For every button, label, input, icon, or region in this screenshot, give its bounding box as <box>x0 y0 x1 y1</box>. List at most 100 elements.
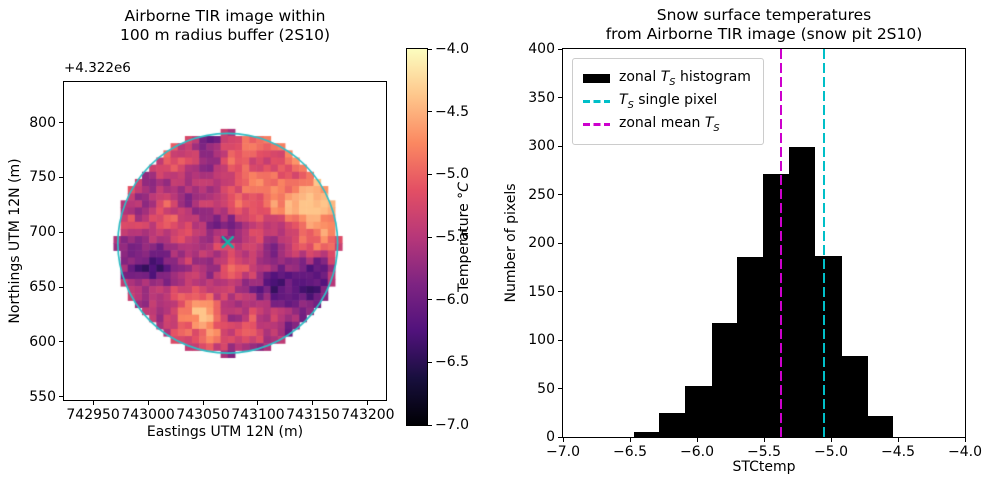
x-tick-label: 743200 <box>341 407 395 423</box>
y-tick-label: 700 <box>29 224 56 241</box>
x-tick <box>830 438 832 442</box>
colorbar-tick <box>428 173 432 175</box>
x-tick <box>312 401 314 405</box>
colorbar-tick-label: −7.0 <box>435 417 469 433</box>
y-tick-label: 50 <box>537 380 555 397</box>
y-tick <box>558 194 562 195</box>
y-tick <box>558 242 562 244</box>
tir-x-axis-label: Eastings UTM 12N (m) <box>146 424 304 440</box>
x-tick-label: 743150 <box>286 407 340 423</box>
histogram-bar <box>789 146 816 437</box>
y-tick-label: 100 <box>528 332 555 348</box>
y-tick <box>558 48 562 50</box>
histogram-bar <box>762 174 790 437</box>
histogram-bar <box>841 355 868 437</box>
colorbar-tick-label: −4.5 <box>435 103 469 120</box>
x-tick <box>92 401 94 405</box>
legend-item-label: TS single pixel <box>619 92 718 111</box>
legend-item: zonal mean TS <box>583 113 751 136</box>
y-tick-label: 350 <box>528 89 555 106</box>
y-tick <box>59 122 63 124</box>
colorbar-tick <box>428 236 432 238</box>
colorbar <box>406 48 428 426</box>
histogram-bar <box>711 322 738 437</box>
y-tick-label: 400 <box>528 41 555 57</box>
tir-chart-title: Airborne TIR image within 100 m radius b… <box>64 7 386 45</box>
x-tick <box>202 401 204 405</box>
colorbar-tick <box>428 299 432 301</box>
colorbar-tick <box>428 111 432 113</box>
x-tick-label: −7.0 <box>546 444 580 460</box>
x-tick <box>763 438 765 442</box>
legend-item-label: zonal TS histogram <box>619 69 751 88</box>
y-tick-label: 800 <box>29 114 56 131</box>
x-tick-label: 743050 <box>176 407 230 423</box>
y-tick <box>558 388 562 389</box>
y-tick-label: 750 <box>29 169 56 186</box>
legend: zonal TS histogram TS single pixel zonal m… <box>572 58 764 145</box>
colorbar-tick <box>428 424 432 426</box>
x-tick <box>562 438 564 442</box>
y-tick <box>558 291 562 292</box>
legend-item-label: zonal mean TS <box>619 115 720 134</box>
histogram-bar <box>867 415 894 437</box>
tir-chart-title-line2: 100 m radius buffer (2S10) <box>119 26 331 44</box>
colorbar-tick-label: −6.5 <box>435 354 469 371</box>
zonal-mean-line <box>780 49 783 437</box>
histogram-chart-title-line1: Snow surface temperatures <box>656 6 872 24</box>
x-tick <box>897 438 899 442</box>
colorbar-tick-label: −6.0 <box>435 291 469 308</box>
colorbar-tick-label: −5.5 <box>435 229 469 245</box>
y-tick <box>59 396 63 398</box>
y-tick <box>59 286 63 288</box>
y-tick <box>59 231 63 233</box>
y-tick <box>59 341 63 343</box>
y-tick <box>59 176 63 178</box>
y-tick-label: 600 <box>29 333 56 350</box>
legend-item: zonal TS histogram <box>583 67 751 90</box>
tir-chart-title-line1: Airborne TIR image within <box>124 7 326 25</box>
x-tick <box>964 438 966 442</box>
y-tick-label: 300 <box>528 138 555 154</box>
histogram-chart-title: Snow surface temperatures from Airborne … <box>563 6 965 44</box>
colorbar-tick <box>428 48 432 50</box>
x-tick-label: 743100 <box>231 407 285 423</box>
x-tick <box>257 401 259 405</box>
legend-dashed-line-swatch <box>583 100 610 103</box>
histogram-bar <box>737 256 764 437</box>
x-tick-label: 743000 <box>121 407 175 423</box>
legend-dashed-line-swatch <box>583 123 610 126</box>
histogram-bar <box>814 255 843 437</box>
histogram-bar <box>634 432 660 437</box>
colorbar-tick-label: −4.0 <box>435 41 469 57</box>
histogram-bar <box>684 385 713 437</box>
y-tick-label: 200 <box>528 235 555 251</box>
x-tick-label: −6.0 <box>680 444 714 460</box>
y-tick <box>558 97 562 98</box>
y-tick-label: 550 <box>29 388 56 405</box>
colorbar-tick-label: −5.0 <box>435 166 469 183</box>
y-tick-label: 0 <box>546 429 555 445</box>
y-tick <box>558 436 562 438</box>
histogram-bar <box>659 412 686 437</box>
x-tick-label: −5.0 <box>814 444 848 460</box>
x-tick <box>629 438 631 442</box>
y-tick-label: 150 <box>528 283 555 300</box>
y-tick-label: 250 <box>528 186 555 203</box>
tir-thermal-image <box>64 82 386 400</box>
y-tick-label: 650 <box>29 279 56 296</box>
x-tick-label: −4.5 <box>881 444 915 460</box>
y-axis-offset-text: +4.322e6 <box>64 60 131 76</box>
legend-item: TS single pixel <box>583 90 751 113</box>
y-tick <box>558 145 562 147</box>
x-tick <box>147 401 149 405</box>
x-tick-label: −5.5 <box>747 444 781 460</box>
y-tick <box>558 339 562 341</box>
x-tick <box>696 438 698 442</box>
x-tick-label: 742950 <box>66 407 120 423</box>
histogram-x-axis-label: STCtemp <box>732 459 796 475</box>
histogram-axes <box>562 48 966 438</box>
x-tick <box>367 401 369 405</box>
x-tick-label: −4.0 <box>948 444 982 460</box>
